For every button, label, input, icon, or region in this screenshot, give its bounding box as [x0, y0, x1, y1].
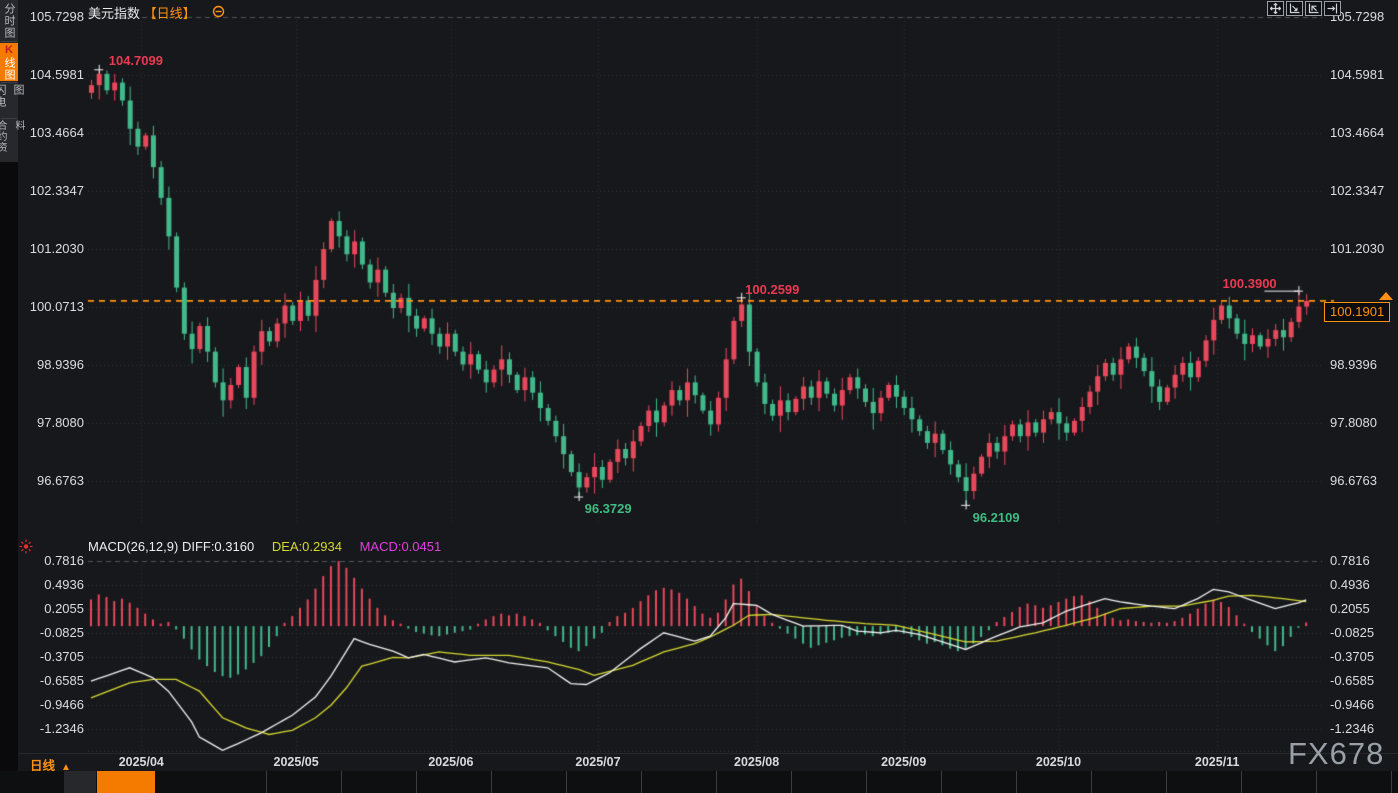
x-axis-label: 2025/07: [575, 755, 621, 769]
macd-axis-label: 0.2055: [1330, 601, 1370, 616]
price-annotation: 104.7099: [108, 53, 163, 69]
sidebar-item-label: 合约资料: [0, 120, 24, 153]
macd-axis-label: 0.4936: [1330, 577, 1370, 592]
bottom-strip-separators: [192, 771, 1398, 793]
dropdown-arrow-icon: ▲: [61, 762, 71, 773]
price-axis-label: 96.6763: [37, 472, 84, 488]
period-label: 日线: [30, 759, 56, 773]
price-axis-label: 104.5981: [1330, 67, 1385, 82]
sidebar-item-label-accent: K: [3, 43, 15, 57]
x-axis-label: 2025/08: [734, 755, 780, 769]
price-axis-label: 103.4664: [29, 125, 84, 140]
x-axis-row: [0, 753, 1398, 772]
sidebar-item-label: 分时图: [3, 3, 15, 39]
sidebar-item-label: 闪电图: [0, 84, 24, 108]
sidebar: 分时图 K 线图 闪电图 合约资料: [0, 0, 24, 775]
price-axis-label: 104.5981: [29, 67, 84, 82]
price-axis-label: 105.7298: [1330, 9, 1385, 24]
chart-title: 美元指数 【日线】: [88, 3, 196, 22]
sidebar-item-contract-info[interactable]: 合约资料: [0, 120, 24, 162]
macd-axis-label: 0.7816: [1330, 553, 1370, 568]
macd-axis-label: -0.3705: [39, 649, 84, 664]
sidebar-separator: [1, 41, 17, 42]
price-axis-label: 105.7298: [29, 9, 84, 24]
sidebar-separator: [1, 118, 17, 119]
symbol-name: 美元指数: [88, 6, 141, 21]
x-axis-label: 2025/06: [428, 755, 474, 769]
sidebar-item-lightning-chart[interactable]: 闪电图: [0, 84, 24, 118]
price-annotation: 100.2599: [745, 282, 800, 298]
sidebar-item-kline-chart[interactable]: K 线图: [0, 43, 18, 81]
macd-params-diff-label: MACD(26,12,9) DIFF:0.3160: [88, 539, 255, 554]
bottom-tab-strip: [0, 771, 1398, 793]
price-up-arrow-icon: [1379, 292, 1393, 300]
sidebar-item-label: 线图: [3, 56, 15, 81]
price-annotation: 100.3900: [1222, 275, 1277, 291]
macd-axis-label: -1.2346: [1330, 721, 1375, 737]
price-axis-label: 97.8080: [37, 414, 84, 430]
price-axis-label: 101.2030: [29, 241, 84, 256]
macd-axis-label: -0.0825: [39, 625, 84, 640]
macd-axis-label: 0.4936: [44, 577, 84, 592]
bottom-tab-active[interactable]: [97, 771, 155, 793]
price-annotation: 96.3729: [584, 500, 632, 516]
macd-axis-label: -0.9466: [39, 697, 84, 713]
macd-axis-label: 0.7816: [44, 553, 84, 568]
price-axis-label: 103.4664: [1330, 125, 1385, 140]
macd-axis-label: -0.0825: [1330, 625, 1375, 640]
pan-right-icon[interactable]: [1324, 1, 1341, 16]
macd-dea-label: DEA:0.2934: [271, 539, 342, 554]
macd-value-label: MACD:0.0451: [359, 539, 442, 554]
bottom-tab[interactable]: [64, 771, 96, 793]
price-annotation: 96.2109: [972, 509, 1020, 525]
x-axis-label: 2025/09: [881, 755, 927, 769]
indicator-burst-icon[interactable]: [19, 539, 33, 554]
x-axis-label: 2025/04: [118, 755, 164, 769]
macd-parameter-row: MACD(26,12,9) DIFF:0.3160 DEA:0.2934 MAC…: [88, 539, 441, 554]
chart-toolbar: [1267, 1, 1341, 16]
macd-axis-label: -1.2346: [39, 721, 84, 737]
x-axis-label: 2025/11: [1194, 755, 1240, 769]
period-selector[interactable]: 日线 ▲: [30, 755, 71, 774]
chart-canvas[interactable]: [0, 0, 1398, 775]
macd-axis-label: -0.6585: [1330, 673, 1375, 688]
price-axis-label: 100.0713: [29, 299, 84, 314]
price-axis-label: 102.3347: [1330, 183, 1385, 198]
crosshair-move-icon[interactable]: [1267, 1, 1284, 16]
macd-axis-label: -0.9466: [1330, 697, 1375, 713]
zoom-in-range-icon[interactable]: [1286, 1, 1303, 16]
x-axis-label: 2025/10: [1035, 755, 1082, 769]
settings-gear-icon[interactable]: [212, 5, 225, 18]
price-axis-label: 102.3347: [29, 183, 84, 198]
sidebar-tab-strip: [0, 0, 18, 162]
period-tag: 【日线】: [143, 6, 196, 21]
price-axis-label: 98.9396: [37, 357, 84, 372]
watermark: FX678: [1288, 736, 1385, 771]
sidebar-item-time-chart[interactable]: 分时图: [0, 2, 18, 40]
price-axis-label: 97.8080: [1330, 414, 1377, 430]
macd-axis-label: -0.6585: [39, 673, 84, 688]
current-price-tag: 100.1901: [1324, 302, 1391, 322]
x-axis-label: 2025/05: [273, 755, 319, 769]
price-axis-label: 101.2030: [1330, 241, 1385, 256]
sidebar-separator: [1, 82, 17, 83]
zoom-out-range-icon[interactable]: [1305, 1, 1322, 16]
price-axis-label: 98.9396: [1330, 357, 1377, 372]
price-axis-label: 96.6763: [1330, 472, 1377, 488]
macd-axis-label: -0.3705: [1330, 649, 1375, 664]
macd-axis-label: 0.2055: [44, 601, 84, 616]
